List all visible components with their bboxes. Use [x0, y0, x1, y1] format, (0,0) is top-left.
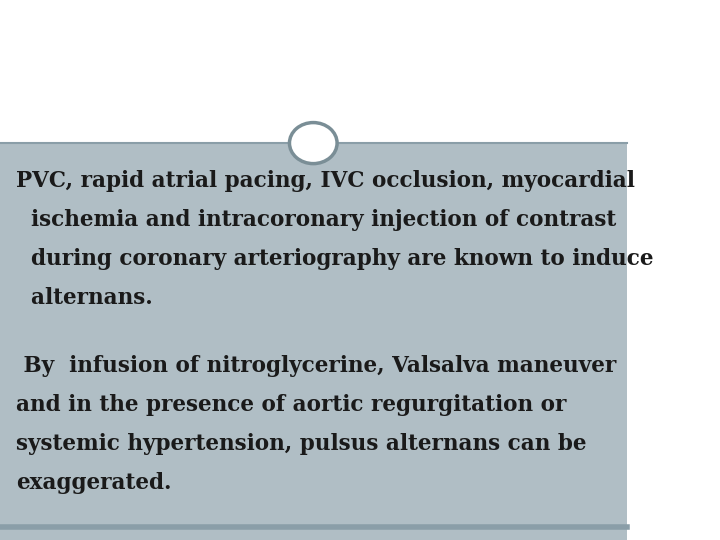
Circle shape: [289, 123, 337, 164]
Text: PVC, rapid atrial pacing, IVC occlusion, myocardial: PVC, rapid atrial pacing, IVC occlusion,…: [16, 170, 634, 192]
Text: ischemia and intracoronary injection of contrast: ischemia and intracoronary injection of …: [16, 209, 616, 231]
Text: during coronary arteriography are known to induce: during coronary arteriography are known …: [16, 248, 653, 270]
Text: systemic hypertension, pulsus alternans can be: systemic hypertension, pulsus alternans …: [16, 433, 586, 455]
Text: exaggerated.: exaggerated.: [16, 472, 171, 494]
FancyBboxPatch shape: [0, 0, 626, 143]
Text: By  infusion of nitroglycerine, Valsalva maneuver: By infusion of nitroglycerine, Valsalva …: [16, 355, 616, 377]
Text: and in the presence of aortic regurgitation or: and in the presence of aortic regurgitat…: [16, 394, 566, 416]
Text: alternans.: alternans.: [16, 287, 153, 309]
FancyBboxPatch shape: [0, 143, 626, 540]
